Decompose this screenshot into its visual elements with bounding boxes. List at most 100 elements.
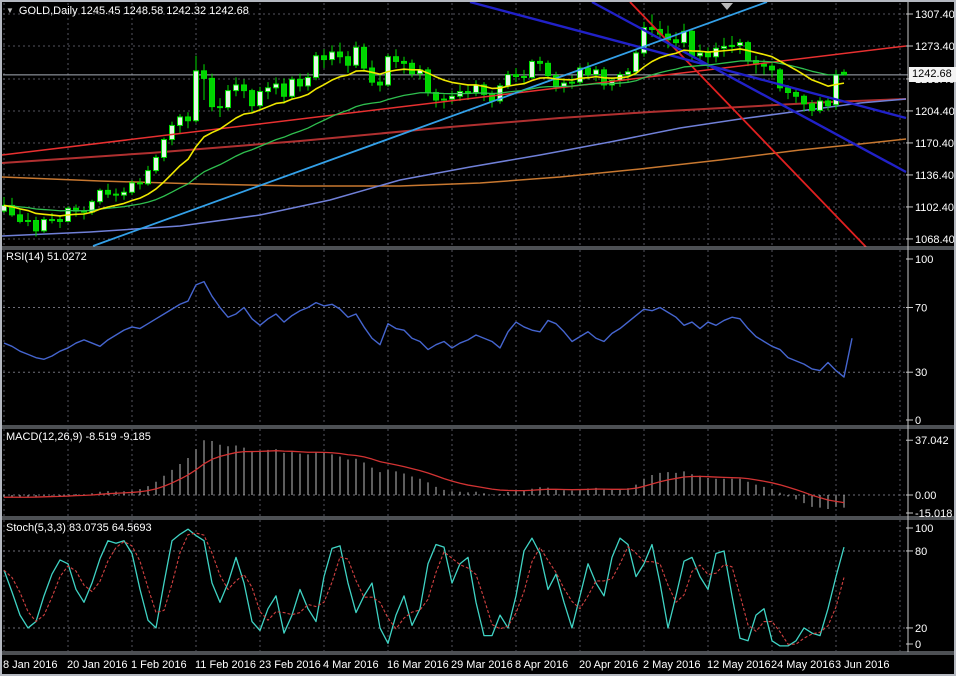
candle-body: [345, 56, 351, 66]
date-axis-label: 3 Jun 2016: [835, 659, 889, 671]
ma-slow: [3, 60, 845, 212]
candle-body: [249, 90, 255, 107]
candle-body: [577, 67, 583, 83]
channel-navy-upper: [469, 0, 907, 120]
candle-body: [57, 219, 63, 222]
date-axis-label: 1 Feb 2016: [131, 659, 187, 671]
candle-body: [761, 63, 767, 67]
candle-body: [17, 214, 23, 222]
candle-body: [177, 116, 183, 126]
macd-signal-line: [3, 450, 845, 504]
candle-body: [33, 219, 39, 232]
current-price-box: 1242.68: [909, 67, 956, 82]
date-axis-label: 4 Mar 2016: [323, 659, 379, 671]
candle-body: [705, 52, 711, 58]
candle-body: [641, 27, 647, 54]
rsi-scale-label: 100: [915, 254, 933, 266]
candle-body: [401, 60, 407, 64]
candle-body: [433, 91, 439, 101]
candle-body: [537, 60, 543, 64]
chart-menu-icon[interactable]: ▼: [6, 6, 14, 15]
candle-body: [129, 182, 135, 193]
macd-scale-label: 37.042: [915, 435, 949, 447]
rsi-indicator-label: RSI(14) 51.0272: [6, 251, 87, 263]
rsi-line: [3, 280, 853, 378]
candle-body: [593, 69, 599, 76]
stoch-main-line: [3, 528, 845, 647]
candle-body: [449, 95, 455, 100]
symbol-period-label: GOLD,Daily: [18, 5, 78, 17]
date-axis-label: 23 Feb 2016: [259, 659, 321, 671]
stoch-scale-label: 20: [915, 623, 927, 635]
candle-body: [785, 87, 791, 93]
date-axis-label: 20 Jan 2016: [67, 659, 128, 671]
candle-body: [689, 30, 695, 57]
candle-body: [25, 219, 31, 222]
candle-body: [281, 83, 287, 97]
long-ma-darkred: [1, 98, 907, 164]
candle-body: [337, 51, 343, 58]
candle-body: [801, 95, 807, 105]
candle-body: [361, 46, 367, 69]
stoch-indicator-label: Stoch(5,3,3) 83.0735 64.5693: [6, 522, 152, 534]
candle-body: [241, 84, 247, 92]
candle-body: [49, 219, 55, 222]
macd-scale-label: 0.00: [915, 490, 936, 502]
candle-body: [505, 74, 511, 87]
channel-navy-lower: [591, 0, 907, 174]
candle-body: [793, 91, 799, 97]
candle-body: [585, 67, 591, 76]
candle-body: [625, 71, 631, 76]
macd-indicator-label: MACD(12,26,9) -8.519 -9.185: [6, 431, 151, 443]
candle-body: [673, 39, 679, 44]
price-scale-label: 1170.40: [915, 138, 954, 150]
candle-body: [97, 189, 103, 203]
price-scale-label: 1102.40: [915, 202, 954, 214]
stoch-scale-label: 80: [915, 546, 927, 558]
date-axis-label: 29 Mar 2016: [451, 659, 513, 671]
candle-body: [481, 84, 487, 95]
candle-body: [737, 42, 743, 46]
rsi-scale-label: 0: [915, 415, 921, 427]
price-scale-label: 1136.40: [915, 170, 954, 182]
candle-body: [529, 60, 535, 78]
candle-body: [217, 106, 223, 109]
uptrend-dodger: [92, 1, 768, 247]
chart-shift-marker-icon: [721, 3, 733, 10]
candle-body: [209, 77, 215, 108]
candle-body: [113, 193, 119, 196]
candle-body: [769, 65, 775, 71]
candle-body: [393, 56, 399, 62]
candle-body: [313, 55, 319, 78]
ma-fast: [3, 48, 845, 217]
date-axis-label: 8 Jan 2016: [3, 659, 57, 671]
date-axis-label: 8 Apr 2016: [515, 659, 568, 671]
candle-body: [105, 189, 111, 195]
candle-body: [265, 87, 271, 93]
candle-body: [305, 76, 311, 87]
candle-body: [145, 170, 151, 185]
candle-body: [169, 124, 175, 141]
candle-body: [257, 91, 263, 107]
price-scale-label: 1307.40: [915, 9, 955, 21]
ohlc-readout: 1245.45 1248.58 1242.32 1242.68: [80, 5, 249, 17]
date-axis-label: 20 Apr 2016: [579, 659, 638, 671]
date-axis-label: 2 May 2016: [643, 659, 700, 671]
candle-body: [825, 100, 831, 107]
candle-body: [137, 182, 143, 185]
candle-body: [473, 84, 479, 93]
candle-body: [153, 156, 159, 172]
candle-body: [545, 62, 551, 77]
stoch-scale-label: 0: [915, 639, 921, 651]
candle-body: [841, 71, 847, 76]
candle-body: [225, 90, 231, 109]
long-ma-cornflower: [1, 98, 907, 237]
rsi-scale-label: 30: [915, 367, 927, 379]
date-axis-label: 11 Feb 2016: [195, 659, 256, 671]
price-scale-label: 1204.40: [915, 106, 955, 118]
stoch-signal-line: [3, 532, 845, 645]
candle-body: [777, 69, 783, 89]
